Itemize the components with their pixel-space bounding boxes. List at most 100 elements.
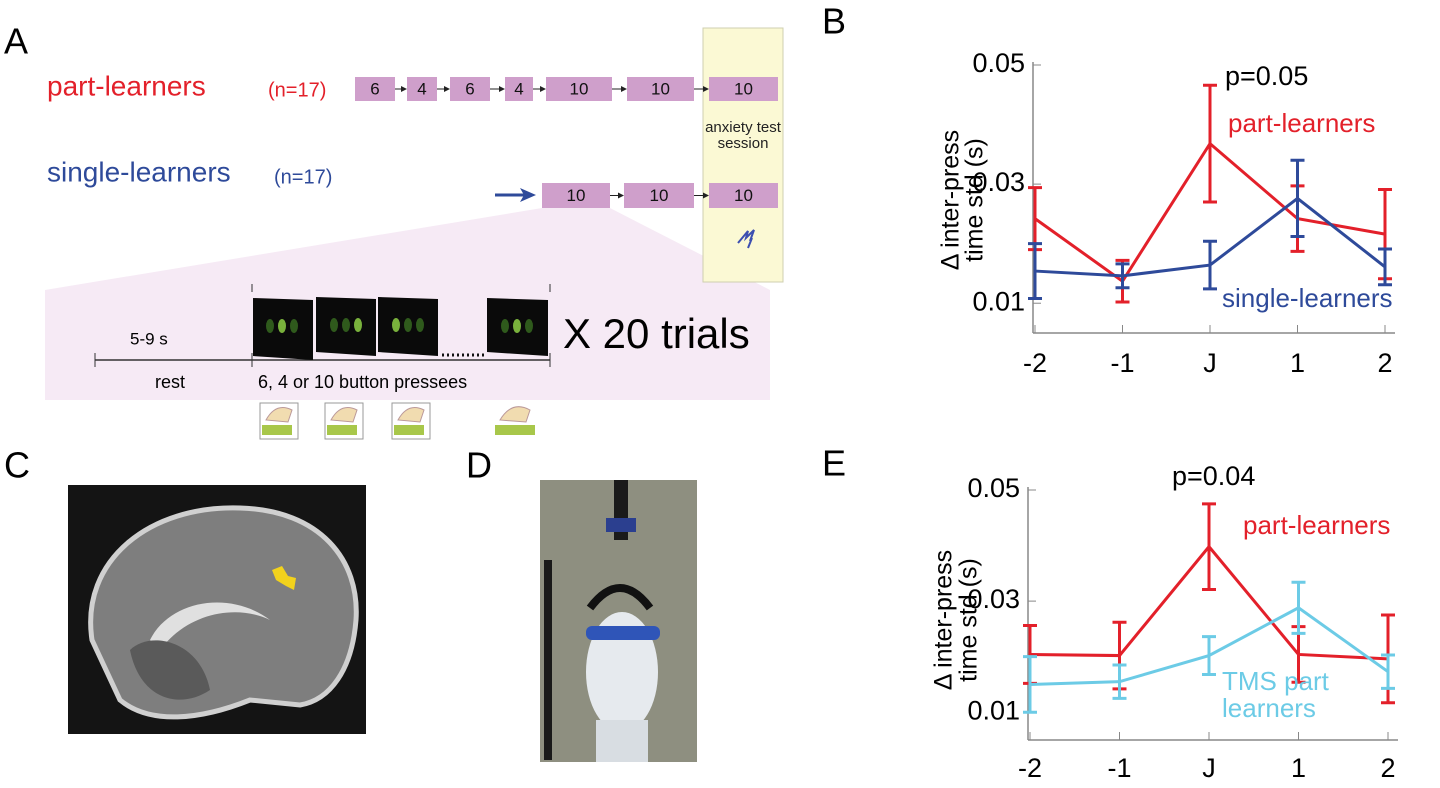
group-n: (n=17) bbox=[268, 79, 326, 101]
dot bbox=[290, 319, 298, 333]
test-session-fo: anxiety test session bbox=[705, 120, 781, 152]
keyboard bbox=[394, 425, 424, 435]
series-line bbox=[1029, 544, 1389, 661]
dot bbox=[266, 319, 274, 333]
group-n: (n=17) bbox=[274, 166, 332, 188]
session-trials: 10 bbox=[734, 186, 753, 205]
rest-label: rest bbox=[155, 372, 185, 392]
presses-label: 6, 4 or 10 button pressees bbox=[258, 372, 467, 392]
dot bbox=[513, 319, 521, 333]
x-tick-label: J bbox=[1203, 348, 1217, 378]
dot bbox=[501, 319, 509, 333]
series-line bbox=[1034, 196, 1386, 278]
dot bbox=[525, 319, 533, 333]
repeat-label: X 20 trials bbox=[563, 310, 750, 357]
series-label-box: part-learners bbox=[1228, 110, 1376, 138]
mannequin-head bbox=[586, 612, 658, 732]
dot bbox=[330, 318, 338, 332]
x-tick-label: 2 bbox=[1377, 348, 1392, 378]
session-block bbox=[709, 183, 778, 208]
annotation: p=0.05 bbox=[1225, 61, 1308, 91]
session-trials: 10 bbox=[567, 186, 586, 205]
y-axis-label: time std (s) bbox=[955, 558, 983, 682]
series-label: part-learners bbox=[1228, 110, 1376, 138]
session-block bbox=[709, 77, 778, 101]
x-tick-label: 1 bbox=[1290, 348, 1305, 378]
corpus-callosum bbox=[150, 602, 270, 650]
hand bbox=[397, 407, 425, 423]
error-bar bbox=[1378, 247, 1392, 287]
session-block bbox=[407, 77, 437, 101]
test-session-box bbox=[702, 27, 784, 283]
series-label: TMS part learners bbox=[1222, 668, 1329, 724]
series-line bbox=[1034, 141, 1386, 284]
series-label-box: part-learners bbox=[1243, 512, 1391, 540]
dot bbox=[342, 318, 350, 332]
head-band bbox=[586, 626, 660, 640]
session-trials: 4 bbox=[514, 79, 523, 98]
dot bbox=[392, 318, 400, 332]
session-block bbox=[627, 77, 694, 101]
test-session-label: anxiety test session bbox=[705, 120, 781, 152]
session-trials: 10 bbox=[651, 79, 670, 98]
panel-label: A bbox=[4, 21, 28, 62]
session-block bbox=[355, 77, 395, 101]
y-tick-label: 0.01 bbox=[972, 286, 1025, 316]
session-trials: 6 bbox=[370, 79, 379, 98]
dot bbox=[416, 318, 424, 332]
x-tick-label: -1 bbox=[1110, 348, 1134, 378]
error-bar bbox=[1023, 655, 1037, 714]
keyboard bbox=[495, 425, 535, 435]
holder-clamp bbox=[606, 518, 636, 532]
y-tick-label: 0.03 bbox=[967, 584, 1020, 614]
group-name: single-learners bbox=[47, 156, 231, 187]
tms-icon bbox=[737, 229, 755, 249]
series-label-box: single-learners bbox=[1222, 285, 1393, 313]
screens bbox=[253, 297, 548, 360]
series-label: single-learners bbox=[1222, 285, 1393, 313]
panel-label: C bbox=[4, 445, 30, 486]
annotation: p=0.04 bbox=[1172, 461, 1255, 491]
panel-label: D bbox=[466, 445, 492, 486]
session-trials: 6 bbox=[465, 79, 474, 98]
x-tick-label: J bbox=[1202, 753, 1216, 783]
panel-label: B bbox=[822, 1, 846, 42]
cerebellum bbox=[130, 640, 210, 700]
hand-icons bbox=[259, 402, 535, 440]
session-block bbox=[542, 183, 610, 208]
series-label: part-learners bbox=[1243, 512, 1391, 540]
y-tick-label: 0.05 bbox=[967, 473, 1020, 503]
session-block bbox=[505, 77, 533, 101]
group-name: part-learners bbox=[47, 70, 206, 101]
x-tick-label: -2 bbox=[1018, 753, 1042, 783]
y-tick-label: 0.05 bbox=[972, 48, 1025, 78]
y-axis-label: Δ inter-press bbox=[930, 550, 958, 690]
y-axis-label: time std (s) bbox=[961, 138, 989, 262]
y-tick-label: 0.03 bbox=[972, 167, 1025, 197]
y-tick-label: 0.01 bbox=[967, 695, 1020, 725]
hand bbox=[330, 407, 358, 423]
session-trials: 4 bbox=[417, 79, 426, 98]
keyboard bbox=[262, 425, 292, 435]
x-tick-label: -1 bbox=[1107, 753, 1131, 783]
session-trials: 10 bbox=[734, 79, 753, 98]
mannequin-neck bbox=[596, 720, 648, 762]
session-block bbox=[624, 183, 694, 208]
activation bbox=[272, 566, 296, 590]
hand bbox=[265, 407, 293, 423]
series-line bbox=[1029, 606, 1389, 686]
x-tick-label: -2 bbox=[1023, 348, 1047, 378]
start-arrow-head bbox=[520, 188, 536, 202]
session-trials: 10 bbox=[570, 79, 589, 98]
x-tick-label: 1 bbox=[1291, 753, 1306, 783]
x-tick-label: 2 bbox=[1380, 753, 1395, 783]
panel-label: E bbox=[822, 443, 846, 484]
session-block bbox=[450, 77, 490, 101]
keyboard bbox=[327, 425, 357, 435]
session-trials: 10 bbox=[650, 186, 669, 205]
hand bbox=[499, 406, 531, 423]
dot bbox=[354, 318, 362, 332]
duration-label: 5-9 s bbox=[130, 329, 168, 348]
